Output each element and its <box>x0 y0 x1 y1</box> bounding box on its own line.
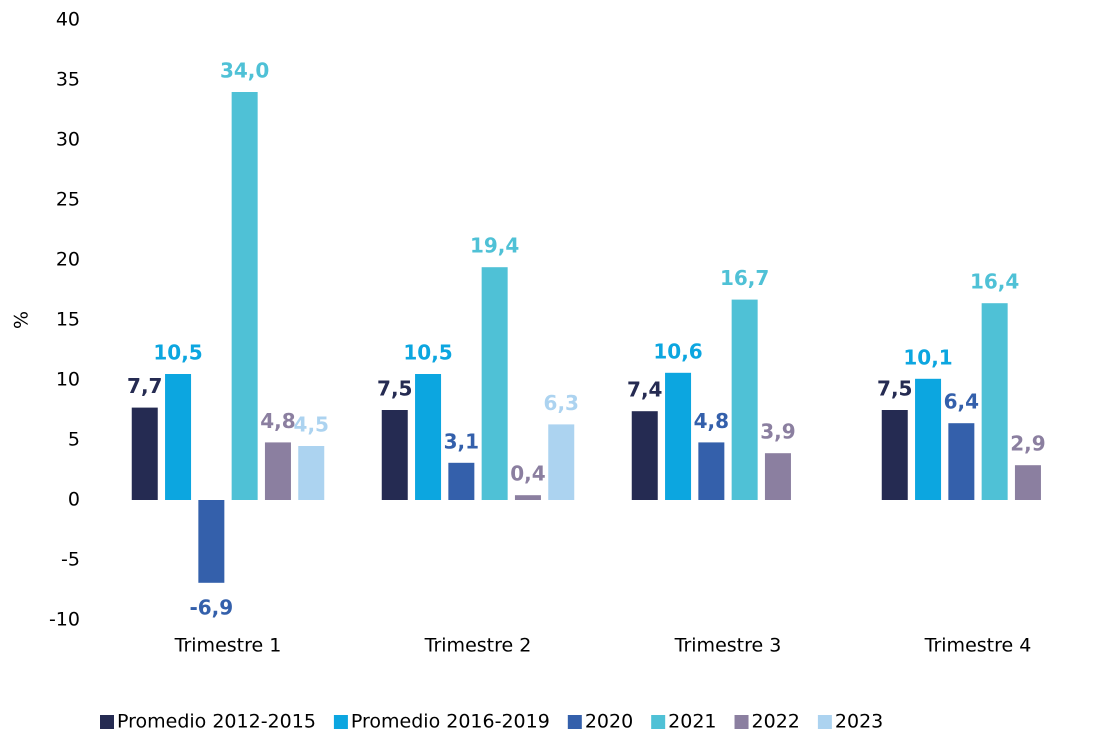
value-label: 4,8 <box>694 409 729 433</box>
value-label: 7,7 <box>127 374 162 398</box>
value-label: 10,1 <box>903 345 952 369</box>
legend-label: 2023 <box>835 711 883 733</box>
y-tick-label: 20 <box>56 249 80 271</box>
y-tick-label: -5 <box>61 549 80 571</box>
bar <box>764 453 791 500</box>
value-label: 10,5 <box>403 341 452 365</box>
x-tick-label: Trimestre 1 <box>174 635 282 657</box>
value-label: 2,9 <box>1010 432 1045 456</box>
value-label: 10,6 <box>653 339 702 363</box>
x-tick-label: Trimestre 4 <box>924 635 1032 657</box>
bar <box>415 374 442 500</box>
x-tick-label: Trimestre 2 <box>424 635 532 657</box>
legend-label: 2020 <box>585 711 633 733</box>
bar <box>981 303 1008 500</box>
value-label: 34,0 <box>220 59 269 83</box>
bar <box>948 423 975 500</box>
value-label: 7,5 <box>877 377 912 401</box>
value-label: 10,5 <box>153 341 202 365</box>
value-label: 6,3 <box>544 391 579 415</box>
bar <box>731 299 758 500</box>
y-tick-label: 25 <box>56 189 80 211</box>
bar <box>698 442 725 500</box>
legend-swatch <box>567 715 582 729</box>
legend-swatch <box>817 715 832 729</box>
bar <box>448 462 475 500</box>
value-label: 4,5 <box>294 413 329 437</box>
value-label: 4,8 <box>260 409 295 433</box>
y-tick-label: 10 <box>56 369 80 391</box>
y-tick-label: 5 <box>68 429 80 451</box>
value-label: 19,4 <box>470 234 519 258</box>
x-tick-label: Trimestre 3 <box>674 635 782 657</box>
bar <box>881 410 908 500</box>
y-tick-label: 30 <box>56 129 80 151</box>
legend-swatch <box>651 715 666 729</box>
legend-swatch <box>333 715 348 729</box>
bar <box>264 442 291 500</box>
legend-label: 2021 <box>668 711 716 733</box>
y-tick-label: -10 <box>49 609 80 631</box>
legend-swatch <box>100 715 114 729</box>
y-axis-label: % <box>11 311 33 329</box>
bar <box>665 372 692 500</box>
bar <box>381 410 408 500</box>
bar <box>298 446 325 500</box>
legend-label: Promedio 2016-2019 <box>351 711 550 733</box>
value-label: 7,4 <box>627 378 662 402</box>
y-tick-label: 15 <box>56 309 80 331</box>
value-label: 16,7 <box>720 266 769 290</box>
y-tick-label: 35 <box>56 69 80 91</box>
legend-swatch <box>734 715 749 729</box>
bar <box>231 92 258 500</box>
value-label: 3,1 <box>444 429 479 453</box>
bar <box>514 495 541 500</box>
bar <box>1014 465 1041 500</box>
bar <box>131 407 158 500</box>
value-label: 0,4 <box>510 462 545 486</box>
value-label: -6,9 <box>189 595 233 619</box>
bar <box>198 500 225 583</box>
value-label: 6,4 <box>944 390 979 414</box>
value-label: 7,5 <box>377 377 412 401</box>
bar <box>915 378 942 500</box>
value-label: 3,9 <box>760 420 795 444</box>
bar <box>548 424 575 500</box>
legend-label: 2022 <box>752 711 800 733</box>
y-tick-label: 40 <box>56 9 80 31</box>
y-tick-label: 0 <box>68 489 80 511</box>
bar <box>165 374 192 500</box>
value-label: 16,4 <box>970 270 1019 294</box>
legend-label: Promedio 2012-2015 <box>117 711 316 733</box>
bar <box>481 267 508 500</box>
bar <box>631 411 658 500</box>
